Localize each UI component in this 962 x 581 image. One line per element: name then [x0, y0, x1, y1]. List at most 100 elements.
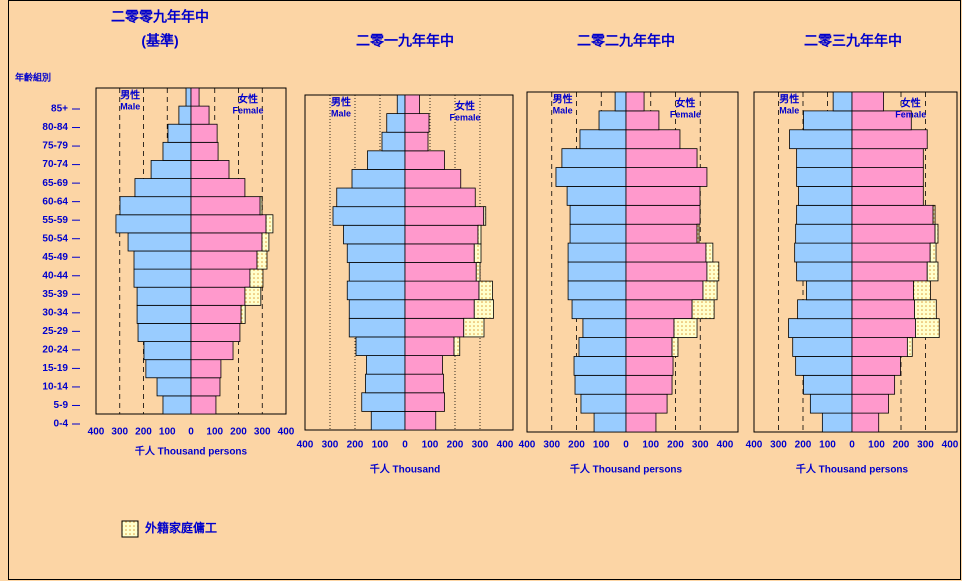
male-bar [162, 395, 192, 415]
male-bar [134, 178, 192, 198]
female-bar [625, 318, 675, 338]
male-bar [571, 299, 627, 320]
male-bar [346, 243, 406, 263]
x-tick-label: 200 [568, 440, 585, 451]
helper-bar [926, 261, 939, 282]
female-bar [190, 105, 210, 125]
male-bar [809, 393, 853, 414]
male-bar [788, 318, 853, 338]
male-bar [343, 224, 406, 245]
female-bar [625, 337, 673, 357]
female-bar [404, 262, 477, 282]
y-tick-label: 25-29 [42, 326, 68, 337]
female-bar [851, 356, 901, 376]
male-bar [150, 160, 192, 179]
male-bar [348, 317, 406, 338]
series-label: 女性 [901, 97, 921, 110]
male-bar [582, 318, 627, 338]
x-tick-label: 300 [254, 427, 271, 438]
y-tick-label: 0-4 [54, 419, 69, 430]
male-bar [348, 262, 406, 282]
page-border [8, 0, 961, 580]
male-bar [821, 412, 853, 433]
female-bar [851, 242, 931, 263]
female-bar [190, 196, 261, 216]
female-bar [625, 223, 698, 244]
male-bar [795, 223, 853, 244]
male-bar [573, 356, 627, 376]
male-bar [370, 410, 406, 431]
female-bar [404, 169, 462, 189]
helper-bar [706, 261, 720, 282]
female-bar [404, 150, 445, 170]
female-bar [190, 141, 219, 161]
helper-bar [915, 318, 940, 338]
series-label-en: Male [120, 101, 140, 111]
female-bar [625, 204, 701, 225]
y-tick-label: 60-64 [42, 196, 68, 207]
male-bar [332, 206, 406, 226]
x-tick-label: 100 [422, 440, 439, 451]
male-bar [367, 150, 406, 170]
y-tick-label: 50-54 [42, 233, 68, 244]
x-tick-label: 100 [206, 427, 223, 438]
male-bar [567, 280, 627, 301]
x-tick-label: 400 [942, 440, 959, 451]
male-bar [574, 374, 627, 395]
female-bar [851, 318, 916, 338]
female-bar [190, 160, 230, 179]
series-label-en: Female [449, 112, 480, 122]
male-bar [579, 129, 627, 150]
helper-bar [473, 243, 482, 263]
female-bar [851, 204, 934, 225]
female-bar [404, 392, 445, 412]
y-tick-label: 20-24 [42, 345, 68, 356]
y-tick-label: 30-34 [42, 307, 68, 318]
x-tick-label: 400 [746, 440, 763, 451]
female-bar [851, 129, 928, 150]
male-bar [145, 359, 192, 379]
helper-bar [473, 299, 494, 319]
female-bar [404, 224, 479, 245]
female-bar [190, 286, 246, 306]
female-bar [404, 113, 430, 133]
chart-subtitle: (基準) [141, 33, 178, 49]
male-bar [351, 169, 406, 189]
male-bar [156, 377, 192, 397]
helper-bar [673, 318, 698, 338]
series-label: 男性 [553, 93, 573, 106]
x-axis-title: 千人 Thousand [370, 463, 441, 476]
helper-bar [702, 280, 718, 301]
male-bar [348, 299, 406, 319]
female-bar [404, 355, 443, 375]
male-bar [796, 167, 853, 187]
x-tick-label: 200 [667, 440, 684, 451]
legend-swatch [121, 520, 139, 538]
helper-bar [259, 196, 263, 216]
x-tick-label: 300 [692, 440, 709, 451]
female-bar [404, 187, 476, 208]
y-tick-label: 75-79 [42, 141, 68, 152]
male-bar [137, 323, 192, 342]
y-tick-label: 15-19 [42, 363, 68, 374]
x-tick-label: 100 [868, 440, 885, 451]
x-tick-label: 0 [188, 427, 194, 438]
x-tick-label: 400 [519, 440, 536, 451]
chart-title: 二零三九年年中 [804, 33, 902, 49]
series-label-en: Female [895, 109, 926, 119]
female-bar [404, 317, 465, 338]
female-bar [625, 412, 657, 433]
female-bar [190, 395, 217, 415]
helper-bar [696, 223, 700, 244]
helper-bar [906, 337, 913, 357]
x-tick-label: 100 [593, 440, 610, 451]
series-label-en: Male [331, 108, 351, 118]
female-bar [190, 123, 218, 143]
male-bar [796, 204, 853, 225]
helper-bar [671, 337, 679, 357]
female-bar [851, 393, 889, 414]
female-bar [625, 110, 660, 131]
x-tick-label: 400 [278, 427, 295, 438]
female-bar [851, 299, 915, 320]
male-bar [162, 141, 192, 161]
